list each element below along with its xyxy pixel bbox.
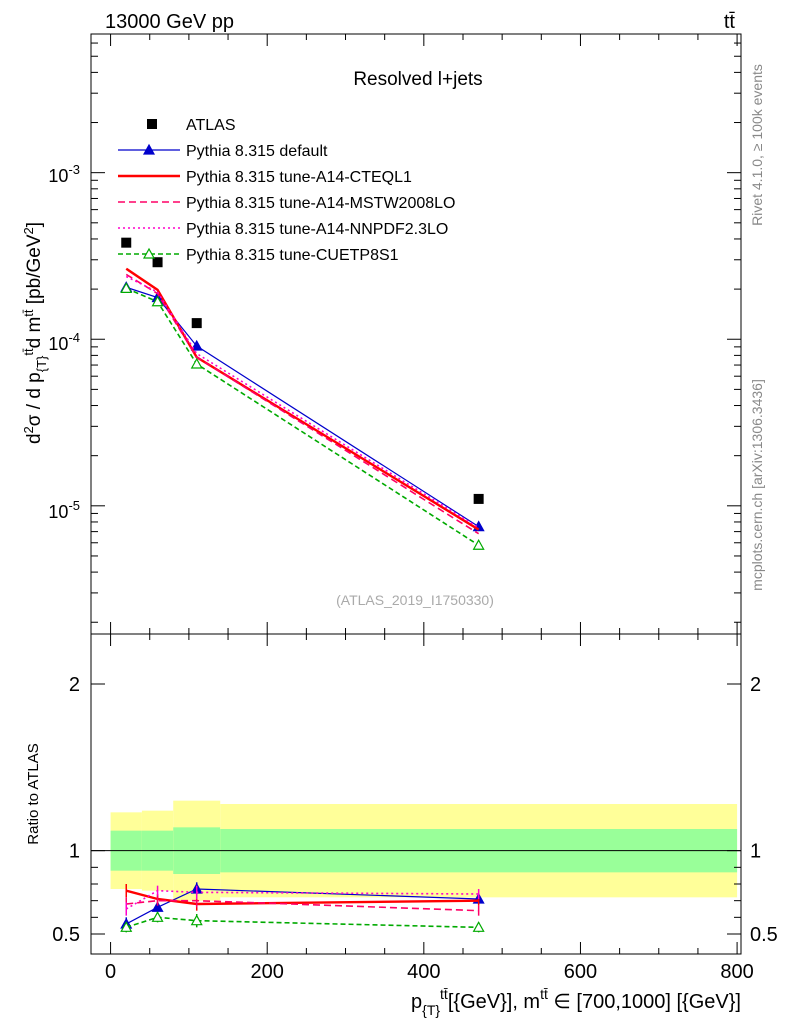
y-tick-label: 10-4: [48, 330, 80, 354]
ratio-line: [125, 916, 479, 929]
ratio-line: [126, 899, 479, 912]
ratio-axis-title: Ratio to ATLAS: [25, 743, 42, 844]
ratio-frame: [90, 633, 742, 955]
data-marker: [472, 538, 485, 550]
chart-title: Resolved l+jets: [353, 69, 482, 90]
main-series: [120, 267, 485, 550]
data-marker: [120, 282, 133, 293]
data-marker: [190, 339, 203, 351]
data-marker: [151, 295, 164, 307]
data-marker: [120, 921, 133, 932]
y-tick-label: 10-3: [48, 162, 80, 186]
legend-label: Pythia 8.315 tune-A14-MSTW2008LO: [186, 195, 455, 212]
legend-atlas-marker: [147, 119, 157, 129]
ratio-tick-label: 0.5: [750, 924, 778, 946]
ratio-tick-label: 0.5: [52, 924, 80, 946]
data-marker: [190, 914, 203, 926]
ratio-line: [125, 889, 479, 910]
y-tick-labels: 10-3 10-4 10-5: [48, 162, 80, 522]
mcplots-label: mcplots.cern.ch [arXiv:1306.3436]: [749, 379, 765, 591]
series-line: [126, 286, 479, 528]
ratio-tick-label: 2: [750, 674, 761, 696]
x-tick-label: 200: [251, 961, 284, 983]
series-line: [125, 273, 480, 535]
legend-label: ATLAS: [186, 117, 236, 134]
data-marker: [151, 911, 164, 922]
legend-label: Pythia 8.315 tune-A14-CTEQL1: [186, 169, 412, 186]
x-tick-label: 0: [105, 961, 116, 983]
ratio-series: [120, 882, 485, 933]
y-tick-label: 10-5: [48, 498, 80, 522]
x-tick-labels: 0 200 400 600 800: [105, 961, 754, 983]
legend-label: Pythia 8.315 tune-A14-NNPDF2.3LO: [186, 221, 448, 238]
series-line: [125, 275, 480, 529]
data-marker: [142, 247, 156, 259]
atlas-points: [121, 237, 484, 504]
x-tick-label: 400: [407, 961, 440, 983]
header-left: 13000 GeV pp: [105, 11, 234, 33]
x-tick-label: 800: [720, 961, 753, 983]
rivet-label: Rivet 4.1.0, ≥ 100k events: [749, 64, 765, 226]
ratio-bands: [91, 800, 741, 901]
series-line: [125, 267, 480, 531]
watermark: (ATLAS_2019_I1750330): [336, 592, 494, 608]
atlas-point: [152, 257, 163, 268]
legend-label: Pythia 8.315 tune-CUETP8S1: [186, 247, 399, 264]
data-marker: [472, 921, 485, 932]
ratio-tick-label: 1: [69, 841, 80, 863]
ratio-tick-label: 1: [750, 841, 761, 863]
header-right: tt̄: [724, 11, 736, 33]
x-tick-label: 600: [564, 961, 597, 983]
ratio-tick-label: 2: [69, 674, 80, 696]
axis-ticks: [91, 34, 741, 954]
legend-label: Pythia 8.315 default: [186, 143, 328, 160]
atlas-point: [191, 318, 202, 329]
legend: ATLAS Pythia 8.315 default Pythia 8.315 tu…: [118, 117, 455, 264]
x-axis-title: p{T}tt̄[{GeV}], mtt̄ ∈ [700,1000] [{GeV}…: [411, 986, 741, 1018]
data-marker: [190, 357, 203, 369]
series-line: [125, 287, 480, 546]
ratio-line: [125, 888, 479, 925]
ratio-tick-labels: 0.5 0.5 1 1 2 2: [52, 674, 778, 946]
data-marker: [142, 143, 156, 155]
atlas-point: [121, 237, 132, 248]
atlas-point: [473, 493, 484, 504]
y-axis-title: d2σ / d p{T}tt̄d mtt̄ [pb/GeV2]: [21, 222, 49, 444]
ratio-line: [125, 889, 479, 906]
